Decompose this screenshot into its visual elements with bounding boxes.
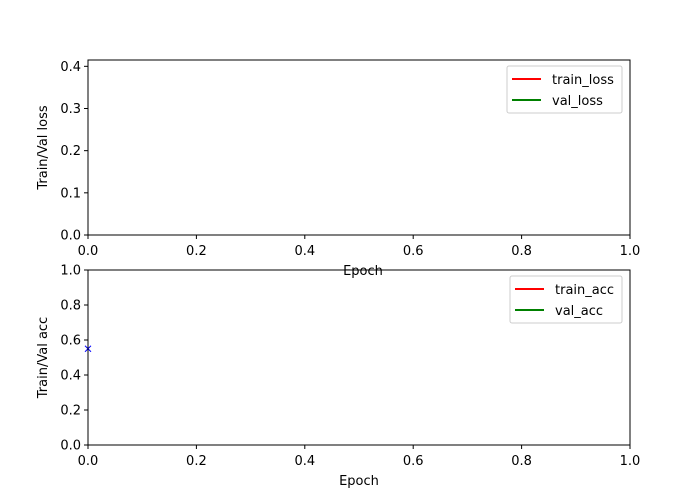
acc-ticks: 0.0 0.2 0.4 0.6 0.8 1.0 0.0 0.2 0.4 0.6 0.8 1.0 [60, 264, 640, 470]
acc-y-tick-label: 0.6 [60, 334, 81, 349]
loss-legend-label-val: val_loss [552, 94, 603, 109]
loss-y-tick-label: 0.2 [60, 144, 81, 159]
loss-legend: train_loss val_loss [506, 65, 623, 114]
loss-y-tick-label: 0.1 [60, 186, 81, 201]
acc-x-tick-label: 0.8 [511, 454, 532, 469]
loss-plot-frame [87, 59, 631, 236]
loss-x-axis-label: Epoch [343, 264, 383, 279]
loss-x-tick-label: 0.2 [186, 244, 207, 259]
acc-legend-box [509, 275, 623, 324]
loss-x-tick-label: 0.0 [78, 244, 99, 259]
loss-x-tick-label: 0.8 [511, 244, 532, 259]
acc-x-tick-label: 0.6 [403, 454, 424, 469]
loss-y-tick-label: 0.0 [60, 229, 81, 244]
loss-x-tick-label: 0.4 [294, 244, 315, 259]
acc-legend-label-val: val_acc [555, 304, 603, 319]
loss-ticks: 0.0 0.2 0.4 0.6 0.8 1.0 0.0 0.1 0.2 0.3 0.4 [60, 60, 640, 259]
loss-y-tick-label: 0.4 [60, 60, 81, 75]
acc-x-tick-label: 0.2 [186, 454, 207, 469]
acc-y-tick-label: 0.4 [60, 369, 81, 384]
loss-x-tick-label: 0.6 [403, 244, 424, 259]
acc-legend-label-train: train_acc [555, 283, 614, 298]
acc-y-tick-label: 1.0 [60, 264, 81, 279]
acc-y-axis-label: Train/Val acc [36, 317, 51, 399]
acc-y-tick-label: 0.8 [60, 299, 81, 314]
acc-x-tick-label: 1.0 [620, 454, 641, 469]
loss-legend-label-train: train_loss [552, 73, 614, 88]
acc-x-tick-label: 0.4 [294, 454, 315, 469]
acc-y-tick-label: 0.2 [60, 404, 81, 419]
loss-legend-box [506, 65, 623, 114]
loss-y-tick-label: 0.3 [60, 102, 81, 117]
acc-chart: 0.0 0.2 0.4 0.6 0.8 1.0 0.0 0.2 0.4 0.6 0.8 1.0 Epo… [36, 264, 640, 490]
acc-x-axis-label: Epoch [339, 474, 379, 489]
acc-legend: train_acc val_acc [509, 275, 623, 324]
loss-x-tick-label: 1.0 [620, 244, 641, 259]
acc-x-tick-label: 0.0 [78, 454, 99, 469]
acc-y-tick-label: 0.0 [60, 439, 81, 454]
acc-plot-frame [87, 269, 631, 446]
loss-y-axis-label: Train/Val loss [36, 105, 51, 191]
loss-chart: 0.0 0.2 0.4 0.6 0.8 1.00.00.10.20.30.4 Epoch … [36, 59, 640, 279]
